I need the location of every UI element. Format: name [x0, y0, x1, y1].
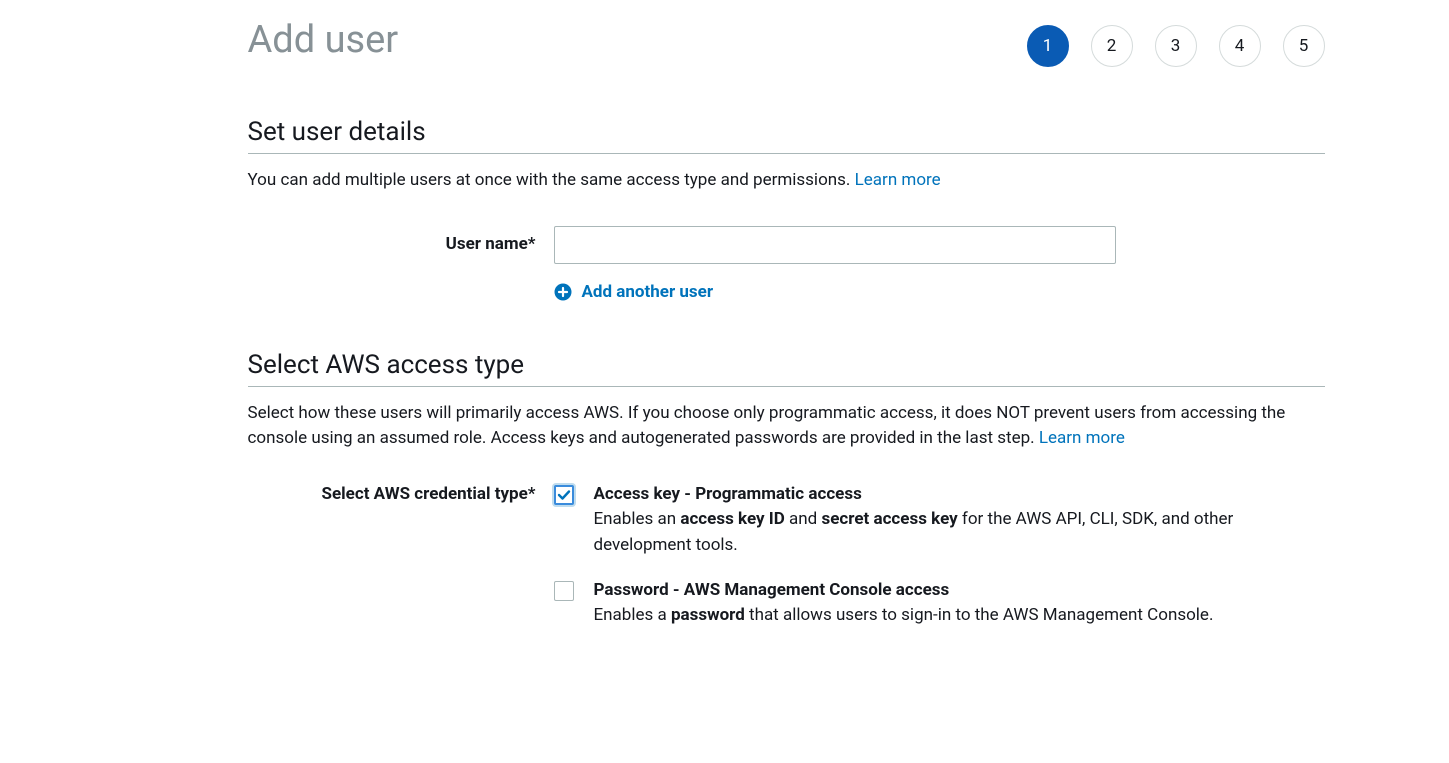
- access-type-section: Select AWS access type Select how these …: [248, 350, 1325, 651]
- add-another-user-label: Add another user: [582, 282, 714, 302]
- step-5[interactable]: 5: [1283, 25, 1325, 67]
- learn-more-link-2[interactable]: Learn more: [1039, 428, 1125, 448]
- user-name-label: User name*: [248, 226, 554, 254]
- password-content: Password - AWS Management Console access…: [594, 580, 1294, 628]
- add-another-user-button[interactable]: Add another user: [554, 282, 714, 302]
- credential-options: Access key - Programmatic access Enables…: [554, 484, 1325, 651]
- user-details-heading: Set user details: [248, 117, 1325, 154]
- access-key-title: Access key - Programmatic access: [594, 484, 1294, 504]
- step-3[interactable]: 3: [1155, 25, 1197, 67]
- access-type-desc: Select how these users will primarily ac…: [248, 401, 1325, 452]
- user-details-desc: You can add multiple users at once with …: [248, 168, 1325, 194]
- step-1[interactable]: 1: [1027, 25, 1069, 67]
- user-name-row: User name*: [248, 226, 1325, 264]
- add-another-row: Add another user: [248, 282, 1325, 302]
- password-option: Password - AWS Management Console access…: [554, 580, 1325, 628]
- password-checkbox[interactable]: [554, 581, 574, 601]
- access-type-desc-text: Select how these users will primarily ac…: [248, 403, 1286, 449]
- access-key-desc: Enables an access key ID and secret acce…: [594, 506, 1294, 559]
- credential-type-label: Select AWS credential type*: [248, 484, 554, 504]
- user-details-section: Set user details You can add multiple us…: [248, 117, 1325, 302]
- credential-type-row: Select AWS credential type* Access key -…: [248, 484, 1325, 651]
- access-type-heading: Select AWS access type: [248, 350, 1325, 387]
- step-4[interactable]: 4: [1219, 25, 1261, 67]
- plus-circle-icon: [554, 283, 572, 301]
- add-user-page: Add user 1 2 3 4 5 Set user details You …: [125, 0, 1325, 719]
- access-key-checkbox[interactable]: [554, 485, 574, 505]
- user-name-input[interactable]: [554, 226, 1116, 264]
- access-key-option: Access key - Programmatic access Enables…: [554, 484, 1325, 559]
- user-details-desc-text: You can add multiple users at once with …: [248, 170, 855, 190]
- step-2[interactable]: 2: [1091, 25, 1133, 67]
- page-title: Add user: [248, 20, 399, 62]
- access-key-content: Access key - Programmatic access Enables…: [594, 484, 1294, 559]
- password-desc: Enables a password that allows users to …: [594, 602, 1294, 628]
- password-title: Password - AWS Management Console access: [594, 580, 1294, 600]
- learn-more-link-1[interactable]: Learn more: [855, 170, 941, 190]
- user-name-field-wrap: [554, 226, 1325, 264]
- stepper: 1 2 3 4 5: [1027, 25, 1325, 67]
- header-row: Add user 1 2 3 4 5: [248, 20, 1325, 67]
